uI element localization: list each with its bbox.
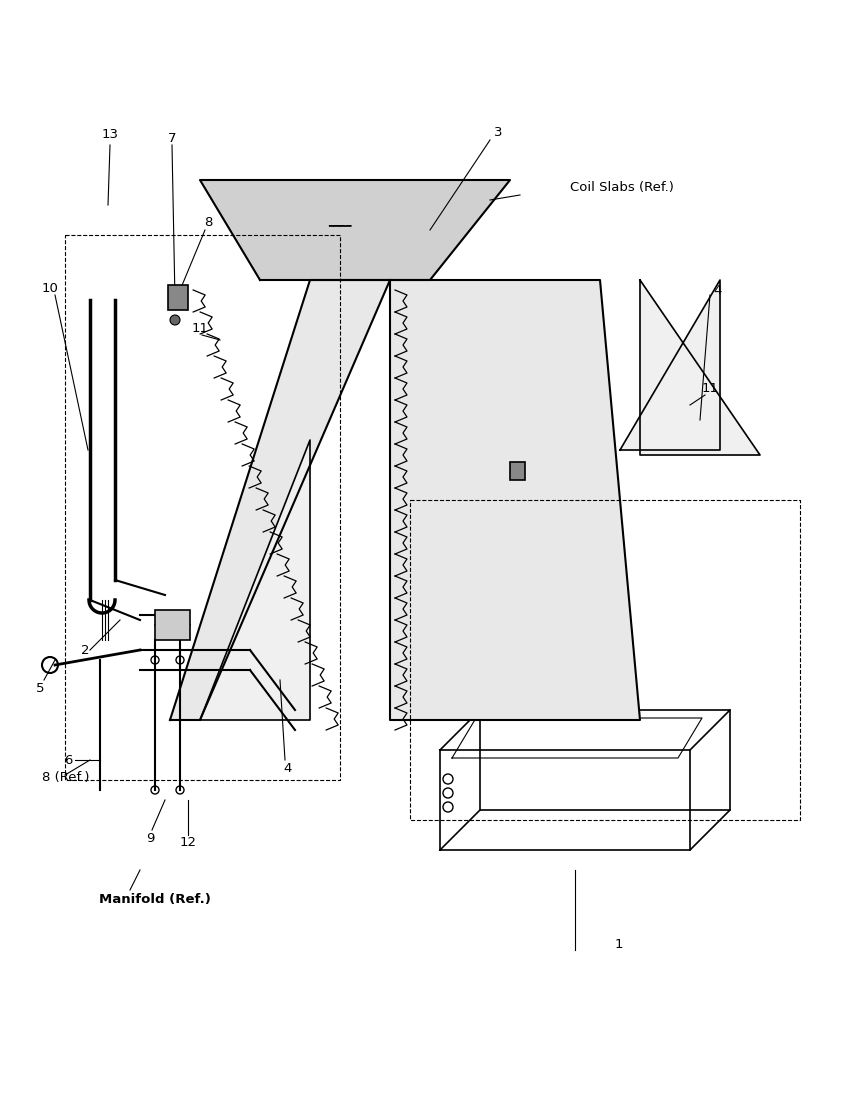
Polygon shape [620, 280, 720, 450]
Circle shape [443, 774, 453, 784]
Polygon shape [390, 280, 640, 720]
Circle shape [42, 657, 58, 673]
Circle shape [170, 315, 180, 324]
Text: 2: 2 [81, 644, 90, 657]
FancyBboxPatch shape [168, 285, 188, 310]
Text: 3: 3 [494, 125, 502, 139]
Text: 1: 1 [615, 938, 623, 952]
Text: 11: 11 [701, 382, 718, 395]
Circle shape [176, 656, 184, 664]
Text: 7: 7 [168, 132, 176, 144]
Polygon shape [640, 280, 760, 455]
Text: 12: 12 [180, 836, 197, 849]
Text: 6: 6 [64, 754, 72, 767]
Text: 4: 4 [284, 761, 293, 774]
Text: 9: 9 [146, 832, 154, 845]
FancyBboxPatch shape [155, 610, 190, 640]
Polygon shape [200, 440, 310, 720]
Circle shape [443, 788, 453, 798]
Circle shape [151, 786, 159, 794]
Text: Manifold (Ref.): Manifold (Ref.) [99, 893, 211, 906]
Text: ━━━━: ━━━━ [328, 220, 352, 230]
Text: 8: 8 [204, 217, 212, 230]
Polygon shape [200, 180, 510, 280]
Text: 13: 13 [102, 129, 119, 142]
Polygon shape [170, 280, 390, 720]
Circle shape [443, 802, 453, 812]
Circle shape [151, 656, 159, 664]
Text: 5: 5 [36, 682, 44, 694]
Text: 10: 10 [42, 282, 59, 295]
Circle shape [176, 786, 184, 794]
Text: 4: 4 [714, 284, 722, 297]
Text: 11: 11 [192, 321, 209, 334]
FancyBboxPatch shape [510, 462, 525, 480]
Text: Coil Slabs (Ref.): Coil Slabs (Ref.) [570, 182, 674, 195]
Text: 8 (Ref.): 8 (Ref.) [42, 771, 90, 784]
